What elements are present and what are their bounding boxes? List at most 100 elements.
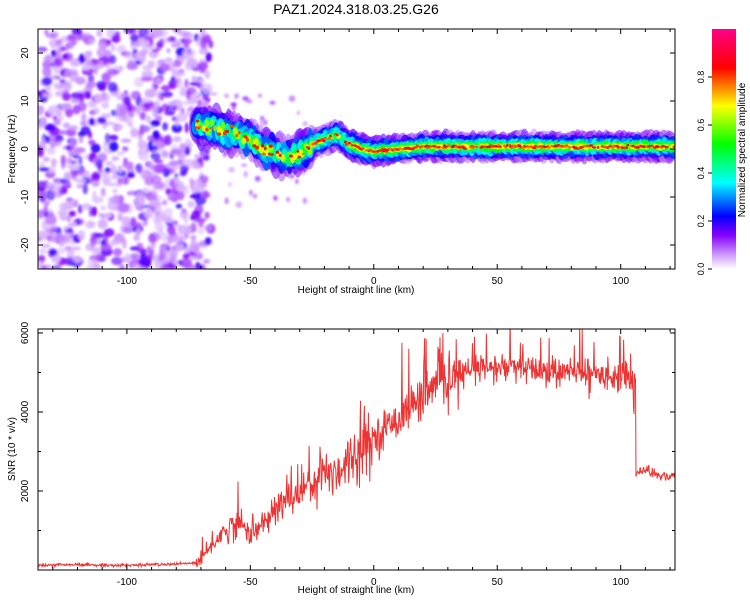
spectrogram-cell: [97, 218, 108, 229]
snr-x-label: Height of straight line (km): [298, 585, 415, 596]
spectrogram-cell: [605, 146, 610, 149]
spectrogram-cell: [329, 134, 332, 138]
spectrogram-cell: [46, 146, 56, 155]
spectrogram-cell: [78, 155, 83, 166]
spectrogram-cell: [263, 146, 267, 151]
spectrogram-cell: [138, 150, 149, 161]
spectrogram-cell: [127, 110, 135, 118]
spectrogram-cell: [197, 227, 205, 235]
spectrogram-cell: [198, 47, 208, 55]
spectrogram-cell: [63, 173, 73, 180]
spectrogram-x-label: Height of straight line (km): [298, 285, 415, 296]
spectrogram-cell: [382, 150, 385, 153]
spectrogram-cell: [398, 147, 402, 150]
spectrogram-cell: [642, 145, 646, 148]
spectrogram-cell: [116, 151, 126, 156]
spectrogram-y-tick-label: -20: [20, 237, 31, 252]
spectrogram-cell: [321, 139, 326, 143]
spectrogram-cell: [55, 247, 66, 254]
spectrogram-y-tick-label: 20: [20, 47, 31, 59]
spectrogram-y-tick-label: 10: [20, 95, 31, 107]
spectrogram-cell: [54, 43, 64, 51]
snr-x-tick-label: 100: [612, 577, 629, 588]
spectrogram-cell: [162, 122, 169, 131]
snr-y-tick-label: 6000: [20, 321, 31, 344]
spectrogram-cell: [45, 91, 53, 100]
spectrogram-cell: [65, 231, 71, 238]
spectrogram-cell: [75, 178, 86, 184]
spectrogram-cell: [434, 145, 438, 149]
spectrogram-cell: [350, 144, 354, 147]
figure-title: PAZ1.2024.318.03.25.G26: [273, 1, 439, 17]
spectrogram-cell: [87, 74, 95, 83]
spectrogram-cell: [504, 146, 507, 149]
spectrogram-cell: [249, 189, 253, 196]
spectrogram-cell: [480, 145, 485, 149]
spectrogram-cell: [171, 123, 183, 133]
spectrogram-cell: [182, 253, 190, 260]
spectrogram-cell: [209, 126, 213, 130]
spectrogram-cell: [183, 159, 196, 168]
spectrogram-cell: [66, 215, 72, 222]
spectrogram-cell: [173, 177, 179, 185]
spectrogram-cell: [110, 241, 121, 246]
spectrogram-cell: [347, 142, 352, 145]
spectrogram-cell: [85, 52, 92, 59]
spectrogram-cell: [82, 32, 92, 38]
spectrogram-cell: [75, 76, 86, 85]
spectrogram-cell: [228, 167, 235, 173]
spectrogram-cell: [169, 247, 179, 259]
spectrogram-cell: [104, 132, 111, 144]
spectrogram-cell: [50, 158, 57, 168]
spectrogram-cell: [136, 227, 141, 236]
spectrogram-cell: [200, 151, 207, 157]
spectrogram-cell: [166, 234, 174, 245]
spectrogram-cell: [97, 83, 107, 92]
spectrogram-cell: [85, 220, 96, 229]
spectrogram-cell: [297, 155, 301, 159]
spectrogram-cell: [116, 94, 123, 101]
spectrogram-cell: [70, 246, 82, 251]
spectrogram-cell: [661, 145, 666, 148]
spectrogram-cell: [96, 47, 106, 58]
snr-y-tick-label: 2000: [20, 479, 31, 502]
spectrogram-cell: [462, 147, 467, 150]
spectrogram-cell: [82, 183, 88, 195]
spectrogram-cell: [109, 134, 119, 141]
spectrogram-cell: [589, 144, 594, 147]
spectrogram-cell: [140, 76, 153, 82]
spectrogram-cell: [622, 146, 626, 149]
spectrogram-cell: [129, 217, 137, 228]
spectrogram-cell: [204, 119, 209, 127]
spectrogram-cell: [591, 146, 596, 149]
spectrogram-cell: [150, 152, 161, 160]
spectrogram-cell: [62, 122, 71, 129]
spectrogram-cell: [91, 246, 102, 255]
colorbar-label: Normalized spectral amplitude: [737, 82, 748, 217]
spectrogram-cell: [166, 48, 171, 53]
spectrogram-cell: [172, 29, 182, 33]
spectrogram-cell: [203, 224, 212, 231]
spectrogram-cell: [181, 208, 187, 214]
spectrogram-cell: [70, 160, 78, 165]
spectrogram-cell: [45, 214, 57, 225]
snr-y-tick-label: 4000: [20, 400, 31, 423]
spectrogram-cell: [184, 78, 189, 88]
spectrogram-cell: [94, 233, 105, 239]
spectrogram-cell: [179, 143, 186, 153]
spectrogram-cell: [152, 130, 160, 140]
spectrogram-cell: [39, 139, 47, 149]
spectrogram-cell: [224, 197, 229, 205]
spectrogram-cell: [229, 124, 234, 128]
spectrogram-cell: [42, 92, 47, 98]
spectrogram-cell: [38, 167, 50, 172]
spectrogram-cell: [151, 29, 164, 38]
spectrogram-cell: [111, 256, 123, 266]
spectrogram-cell: [307, 148, 313, 156]
spectrogram-cell: [167, 224, 176, 236]
spectrogram-cell: [194, 204, 204, 216]
spectrogram-cell: [139, 101, 145, 111]
spectrogram-cell: [89, 109, 96, 116]
spectrogram-cell: [62, 92, 71, 101]
spectrogram-cell: [182, 100, 191, 106]
